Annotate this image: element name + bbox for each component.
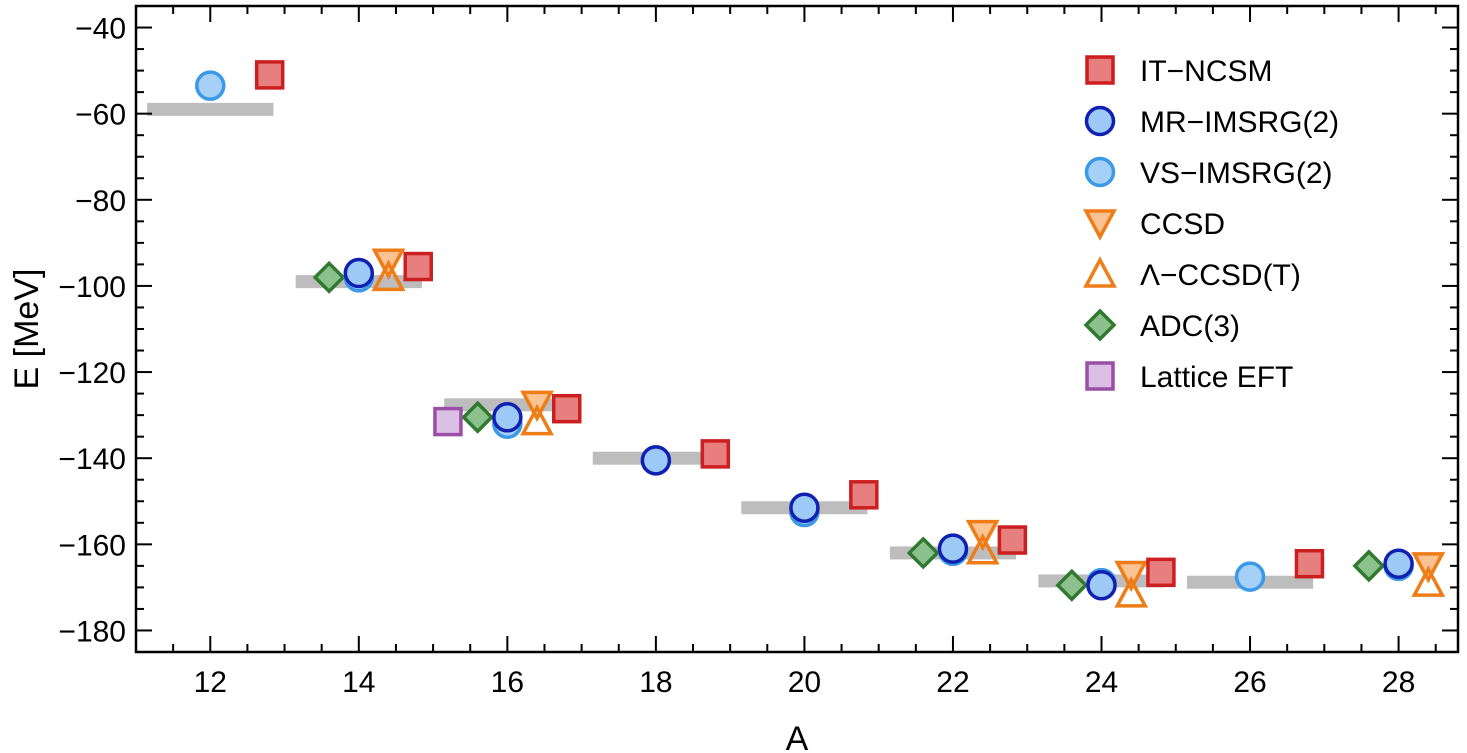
data-point	[312, 260, 346, 294]
data-point	[1055, 568, 1089, 602]
series-5	[312, 260, 1386, 602]
y-tick-label: −180	[58, 615, 126, 648]
data-point	[492, 402, 523, 433]
x-tick-label: 22	[936, 666, 969, 699]
legend-label: MR−IMSRG(2)	[1140, 106, 1339, 139]
plot-frame	[134, 4, 1460, 654]
x-axis-ticks: 12 14 16 18 20 22 24 26 28	[172, 6, 1437, 699]
legend-label: Lattice EFT	[1140, 361, 1293, 394]
data-point	[1294, 548, 1325, 579]
data-point	[1086, 569, 1117, 601]
y-tick-label: −140	[58, 443, 126, 476]
series-6	[433, 406, 463, 437]
x-tick-label: 20	[788, 666, 821, 699]
data-point	[461, 400, 495, 434]
data-point	[433, 406, 463, 437]
experiment-bars	[147, 102, 1314, 589]
data-point	[1146, 557, 1176, 588]
series-1	[343, 257, 1414, 601]
data-point	[254, 60, 285, 90]
data-point	[1352, 549, 1386, 583]
x-tick-label: 24	[1085, 666, 1118, 699]
data-point	[1114, 576, 1149, 608]
y-tick-label: −60	[75, 99, 126, 132]
data-point	[1383, 548, 1414, 579]
legend-marker	[1083, 308, 1117, 342]
x-tick-label: 26	[1233, 666, 1266, 699]
x-tick-label: 12	[194, 666, 227, 699]
legend-marker	[1085, 55, 1115, 85]
experiment-bar	[147, 102, 274, 116]
data-point	[997, 525, 1028, 555]
legend-marker	[1084, 105, 1116, 137]
series-0	[254, 60, 1325, 588]
legend: IT−NCSM MR−IMSRG(2) VS−IMSRG(2) CCSD Λ−CCSD(…	[1083, 55, 1339, 394]
y-tick-label: −160	[58, 529, 126, 562]
x-tick-label: 28	[1382, 666, 1415, 699]
data-point	[937, 533, 969, 564]
series-4	[371, 259, 1446, 608]
x-tick-label: 18	[639, 666, 672, 699]
data-point	[1411, 565, 1446, 597]
legend-marker	[1085, 361, 1115, 391]
data-point	[552, 393, 582, 424]
data-point	[640, 445, 672, 476]
x-tick-label: 14	[342, 666, 375, 699]
legend-label: IT−NCSM	[1140, 55, 1273, 88]
data-point	[789, 492, 820, 523]
y-tick-label: −40	[75, 13, 126, 46]
data-point	[1234, 561, 1266, 592]
data-point	[371, 259, 406, 292]
legend-label: CCSD	[1140, 208, 1225, 241]
data-point	[700, 439, 731, 469]
y-tick-label: −100	[58, 271, 126, 304]
data-point	[195, 70, 226, 101]
y-axis-ticks: −40 −60 −80 −100 −120 −140 −160 −180	[58, 5, 1458, 653]
x-tick-label: 16	[491, 666, 524, 699]
data-point	[1114, 560, 1149, 593]
data-point	[906, 536, 940, 570]
data-point	[520, 403, 554, 436]
legend-label: VS−IMSRG(2)	[1140, 157, 1333, 190]
x-axis-label: A	[786, 720, 809, 753]
y-axis-label: E [MeV]	[8, 269, 46, 390]
data-point	[849, 480, 879, 510]
legend-label: ADC(3)	[1140, 310, 1240, 343]
data-point	[965, 533, 1000, 565]
legend-marker	[1084, 156, 1116, 188]
series-3	[371, 248, 1446, 593]
data-point	[343, 257, 375, 289]
data-points	[195, 60, 1446, 608]
y-tick-label: −80	[75, 185, 126, 218]
legend-label: Λ−CCSD(T)	[1140, 259, 1301, 292]
data-point	[403, 251, 433, 282]
legend-marker	[1083, 256, 1117, 288]
legend-marker	[1083, 209, 1117, 241]
y-tick-label: −120	[58, 357, 126, 390]
